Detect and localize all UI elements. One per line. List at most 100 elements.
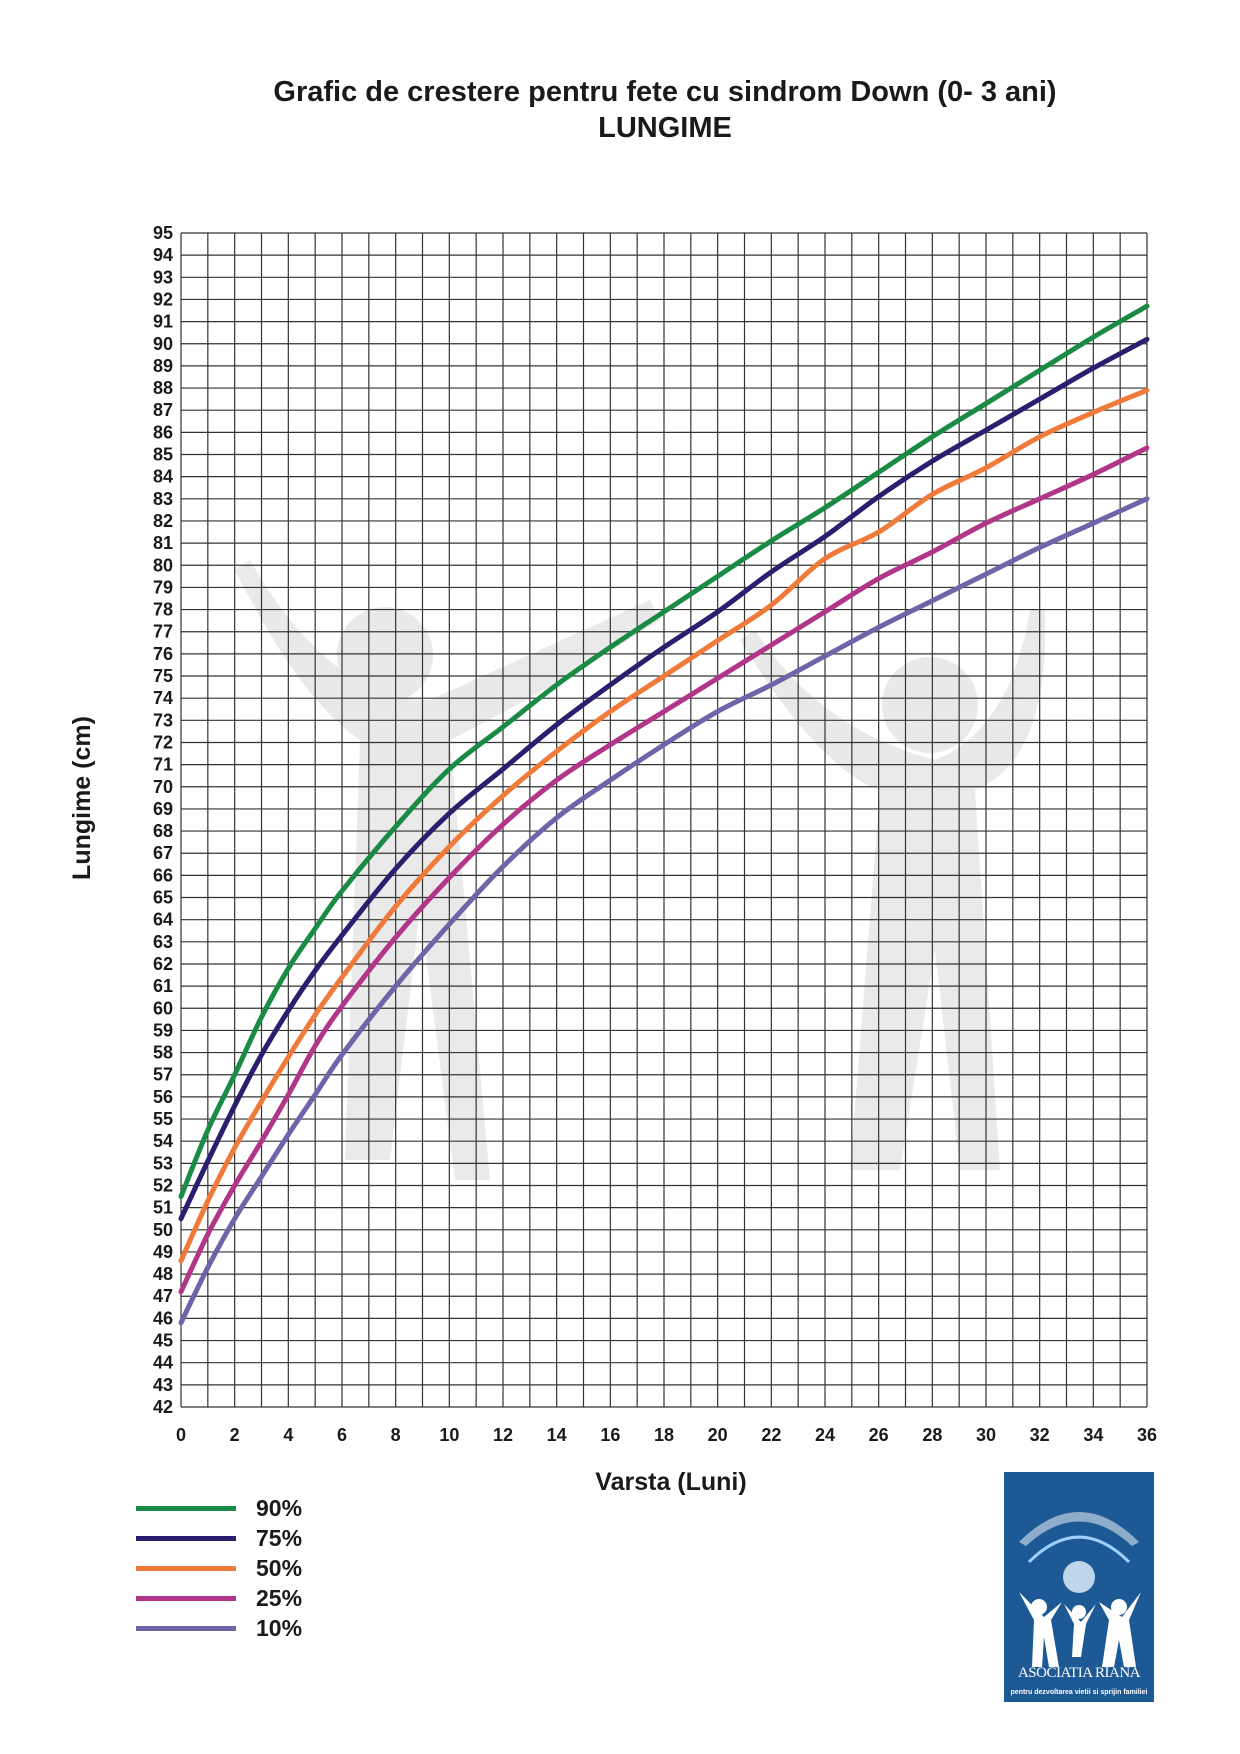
y-tick-label: 69 xyxy=(153,799,173,819)
y-tick-label: 60 xyxy=(153,998,173,1018)
y-tick-label: 63 xyxy=(153,932,173,952)
x-axis-ticks: 0 2 4 6 8 10 12 14 16 18 20 22 24 26 28 30 32 34 36 xyxy=(176,1425,1157,1445)
y-tick-label: 56 xyxy=(153,1087,173,1107)
x-tick-label: 20 xyxy=(708,1425,728,1445)
y-tick-label: 91 xyxy=(153,312,173,332)
x-tick-label: 16 xyxy=(600,1425,620,1445)
y-tick-label: 76 xyxy=(153,644,173,664)
y-tick-label: 77 xyxy=(153,622,173,642)
y-tick-label: 44 xyxy=(153,1353,173,1373)
y-tick-label: 52 xyxy=(153,1175,173,1195)
x-tick-label: 22 xyxy=(761,1425,781,1445)
legend-label: 25% xyxy=(256,1585,303,1611)
y-tick-label: 42 xyxy=(153,1397,173,1417)
y-tick-label: 75 xyxy=(153,666,173,686)
legend-swatch xyxy=(136,1626,236,1631)
y-tick-label: 70 xyxy=(153,777,173,797)
series-line-75pct xyxy=(178,336,1150,1222)
y-tick-label: 55 xyxy=(153,1109,173,1129)
y-tick-label: 72 xyxy=(153,732,173,752)
y-tick-label: 78 xyxy=(153,600,173,620)
x-tick-label: 30 xyxy=(976,1425,996,1445)
x-tick-label: 34 xyxy=(1083,1425,1103,1445)
y-tick-label: 92 xyxy=(153,289,173,309)
legend-swatch xyxy=(136,1506,236,1511)
chart-subtitle: LUNGIME xyxy=(598,112,732,144)
y-tick-label: 57 xyxy=(153,1065,173,1085)
y-tick-label: 74 xyxy=(153,688,173,708)
logo-name: ASOCIATIA RIANA xyxy=(1017,1665,1141,1681)
y-tick-label: 48 xyxy=(153,1264,173,1284)
y-tick-label: 84 xyxy=(153,467,173,487)
y-tick-label: 88 xyxy=(153,378,173,398)
y-tick-label: 83 xyxy=(153,489,173,509)
series-lines xyxy=(178,303,1150,1326)
y-tick-label: 85 xyxy=(153,445,173,465)
x-tick-label: 2 xyxy=(230,1425,240,1445)
y-tick-label: 66 xyxy=(153,865,173,885)
x-tick-label: 18 xyxy=(654,1425,674,1445)
y-tick-label: 68 xyxy=(153,821,173,841)
y-tick-label: 71 xyxy=(153,755,173,775)
y-tick-label: 80 xyxy=(153,555,173,575)
association-logo: ASOCIATIA RIANA pentru dezvoltarea vieti… xyxy=(1004,1472,1154,1702)
legend-label: 90% xyxy=(256,1495,303,1521)
y-tick-label: 50 xyxy=(153,1220,173,1240)
y-tick-label: 54 xyxy=(153,1131,173,1151)
series-line-90pct xyxy=(178,303,1150,1200)
y-tick-label: 87 xyxy=(153,400,173,420)
logo-figures-icon xyxy=(1019,1512,1141,1667)
y-tick-label: 67 xyxy=(153,843,173,863)
chart-title: Grafic de crestere pentru fete cu sindro… xyxy=(273,76,1057,108)
grid xyxy=(180,232,1148,1408)
y-tick-label: 64 xyxy=(153,910,173,930)
y-tick-label: 62 xyxy=(153,954,173,974)
y-tick-label: 61 xyxy=(153,976,173,996)
x-axis-label: Varsta (Luni) xyxy=(595,1468,746,1496)
logo-tagline: pentru dezvoltarea vietii si sprijin fam… xyxy=(1010,1689,1148,1696)
x-tick-label: 24 xyxy=(815,1425,835,1445)
legend-swatch xyxy=(136,1536,236,1541)
y-tick-label: 93 xyxy=(153,267,173,287)
legend-swatch xyxy=(136,1596,236,1601)
x-tick-label: 12 xyxy=(493,1425,513,1445)
y-tick-label: 46 xyxy=(153,1308,173,1328)
y-tick-label: 94 xyxy=(153,245,173,265)
x-tick-label: 14 xyxy=(547,1425,567,1445)
y-tick-label: 58 xyxy=(153,1043,173,1063)
y-tick-label: 82 xyxy=(153,511,173,531)
y-tick-label: 59 xyxy=(153,1020,173,1040)
x-tick-label: 0 xyxy=(176,1425,186,1445)
y-tick-label: 51 xyxy=(153,1198,173,1218)
y-tick-label: 73 xyxy=(153,710,173,730)
y-tick-label: 45 xyxy=(153,1331,173,1351)
y-tick-label: 53 xyxy=(153,1153,173,1173)
x-tick-label: 26 xyxy=(869,1425,889,1445)
y-tick-label: 79 xyxy=(153,577,173,597)
x-tick-label: 8 xyxy=(391,1425,401,1445)
x-tick-label: 32 xyxy=(1030,1425,1050,1445)
y-tick-label: 89 xyxy=(153,356,173,376)
y-axis-label: Lungime (cm) xyxy=(68,716,96,880)
x-tick-label: 10 xyxy=(439,1425,459,1445)
y-tick-label: 65 xyxy=(153,888,173,908)
legend-swatch xyxy=(136,1566,236,1571)
y-tick-label: 47 xyxy=(153,1286,173,1306)
series-line-10pct xyxy=(178,496,1150,1326)
legend-label: 10% xyxy=(256,1615,303,1641)
y-tick-label: 81 xyxy=(153,533,173,553)
y-tick-label: 49 xyxy=(153,1242,173,1262)
legend-label: 50% xyxy=(256,1555,303,1581)
x-tick-label: 36 xyxy=(1137,1425,1157,1445)
x-tick-label: 28 xyxy=(922,1425,942,1445)
legend-label: 75% xyxy=(256,1525,303,1551)
y-tick-label: 95 xyxy=(153,223,173,243)
x-tick-label: 6 xyxy=(337,1425,347,1445)
y-tick-label: 90 xyxy=(153,334,173,354)
y-tick-label: 43 xyxy=(153,1375,173,1395)
series-line-50pct xyxy=(178,387,1150,1264)
series-line-25pct xyxy=(178,445,1150,1295)
x-tick-label: 4 xyxy=(283,1425,293,1445)
